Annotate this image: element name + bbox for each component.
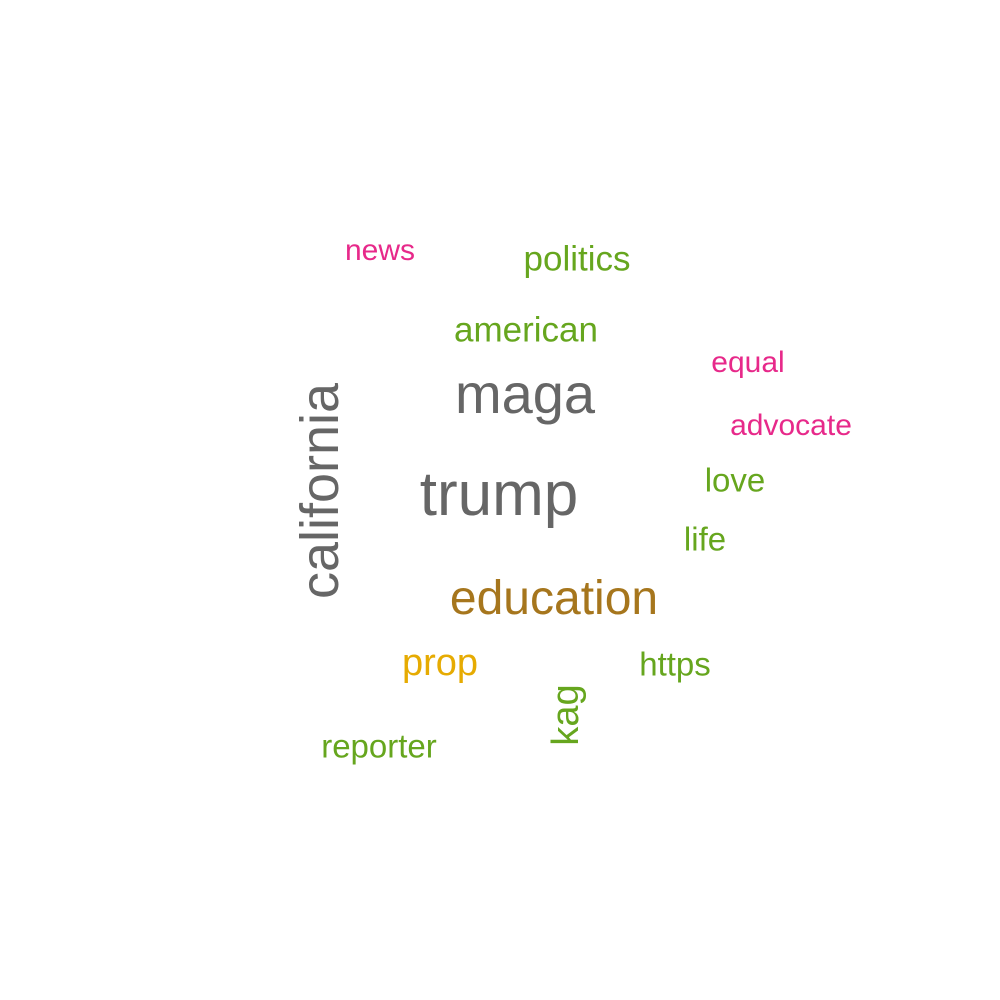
word-https: https xyxy=(639,645,711,683)
word-advocate: advocate xyxy=(730,409,852,442)
word-prop: prop xyxy=(401,642,479,684)
word-life: life xyxy=(683,520,727,558)
word-trump: trump xyxy=(419,460,579,529)
word-equal: equal xyxy=(711,346,785,379)
word-education: education xyxy=(449,572,659,625)
word-american: american xyxy=(454,310,598,350)
word-politics: politics xyxy=(523,239,631,279)
word-kag: kag xyxy=(545,684,587,746)
word-reporter: reporter xyxy=(321,727,437,765)
word-california: california xyxy=(290,382,350,600)
word-maga: maga xyxy=(454,362,596,425)
word-love: love xyxy=(704,461,766,499)
word-news: news xyxy=(344,234,416,267)
